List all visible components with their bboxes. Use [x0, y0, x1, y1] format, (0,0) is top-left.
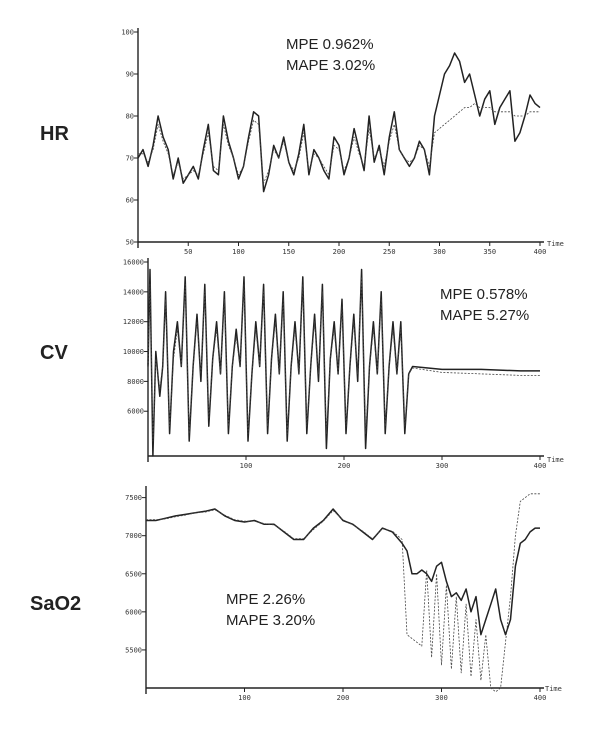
hr-x-tick-label-7: 400	[534, 248, 547, 256]
hr-x-tick-label-5: 300	[433, 248, 446, 256]
cv-y-tick-label-4: 14000	[123, 288, 144, 296]
hr-row-label: HR	[40, 123, 69, 145]
hr-y-tick-label-2: 70	[126, 155, 134, 163]
cv-x-axis-label: Time	[547, 456, 564, 464]
hr-y-tick-label-3: 80	[126, 113, 134, 121]
sao2-panel: SaO2 MPE 2.26% MAPE 3.20% Time 100 200 300…	[30, 486, 562, 702]
cv-y-tick-label-2: 10000	[123, 348, 144, 356]
sao2-x-axis-label: Time	[545, 685, 562, 693]
hr-x-tick-label-3: 200	[333, 248, 346, 256]
hr-mpe-stat: MPE 0.962%	[286, 36, 374, 53]
cv-x-tick-label-0: 100	[240, 462, 253, 470]
cv-row-label: CV	[40, 342, 68, 364]
hr-y-tick-label-1: 60	[126, 197, 134, 205]
hr-x-tick-label-2: 150	[282, 248, 295, 256]
cv-panel: CV MPE 0.578% MAPE 5.27% Time 100 200 300 4…	[40, 258, 564, 470]
sao2-actual-series-line	[146, 508, 540, 636]
cv-x-tick-label-1: 200	[338, 462, 351, 470]
hr-x-tick-label-4: 250	[383, 248, 396, 256]
hr-actual-series-line	[137, 52, 541, 193]
sao2-x-tick-label-3: 400	[534, 694, 547, 702]
sao2-y-tick-label-1: 6000	[125, 608, 142, 616]
sao2-y-tick-label-4: 7500	[125, 494, 142, 502]
cv-mpe-stat: MPE 0.578%	[440, 286, 528, 303]
sao2-y-tick-label-2: 6500	[125, 570, 142, 578]
cv-y-tick-label-3: 12000	[123, 318, 144, 326]
hr-y-tick-label-5: 100	[121, 29, 134, 37]
hr-mape-stat: MAPE 3.02%	[286, 57, 375, 74]
hr-x-tick-label-1: 100	[232, 248, 245, 256]
sao2-x-tick-label-0: 100	[238, 694, 251, 702]
hr-x-axis-label: Time	[547, 240, 564, 248]
cv-mape-stat: MAPE 5.27%	[440, 307, 529, 324]
cv-x-tick-label-3: 400	[534, 462, 547, 470]
sao2-y-tick-label-3: 7000	[125, 532, 142, 540]
sao2-y-tick-label-0: 5500	[125, 646, 142, 654]
sao2-mpe-stat: MPE 2.26%	[226, 591, 305, 608]
cv-x-tick-label-2: 300	[436, 462, 449, 470]
hr-panel: HR MPE 0.962% MAPE 3.02% Time 50 100 150 20…	[40, 28, 564, 256]
cv-y-tick-label-1: 8000	[127, 378, 144, 386]
sao2-row-label: SaO2	[30, 593, 81, 615]
hr-x-tick-label-6: 350	[483, 248, 496, 256]
hr-x-tick-label-0: 50	[184, 248, 192, 256]
cv-y-tick-label-0: 6000	[127, 408, 144, 416]
hr-y-tick-label-0: 50	[126, 239, 134, 247]
hr-y-tick-label-4: 90	[126, 71, 134, 79]
hr-predicted-series-line	[138, 103, 540, 184]
sao2-x-tick-label-1: 200	[337, 694, 350, 702]
cv-y-tick-label-5: 16000	[123, 259, 144, 267]
sao2-x-tick-label-2: 300	[435, 694, 448, 702]
sao2-predicted-series-line	[146, 493, 540, 693]
cv-predicted-series-line	[147, 276, 540, 442]
sao2-mape-stat: MAPE 3.20%	[226, 612, 315, 629]
